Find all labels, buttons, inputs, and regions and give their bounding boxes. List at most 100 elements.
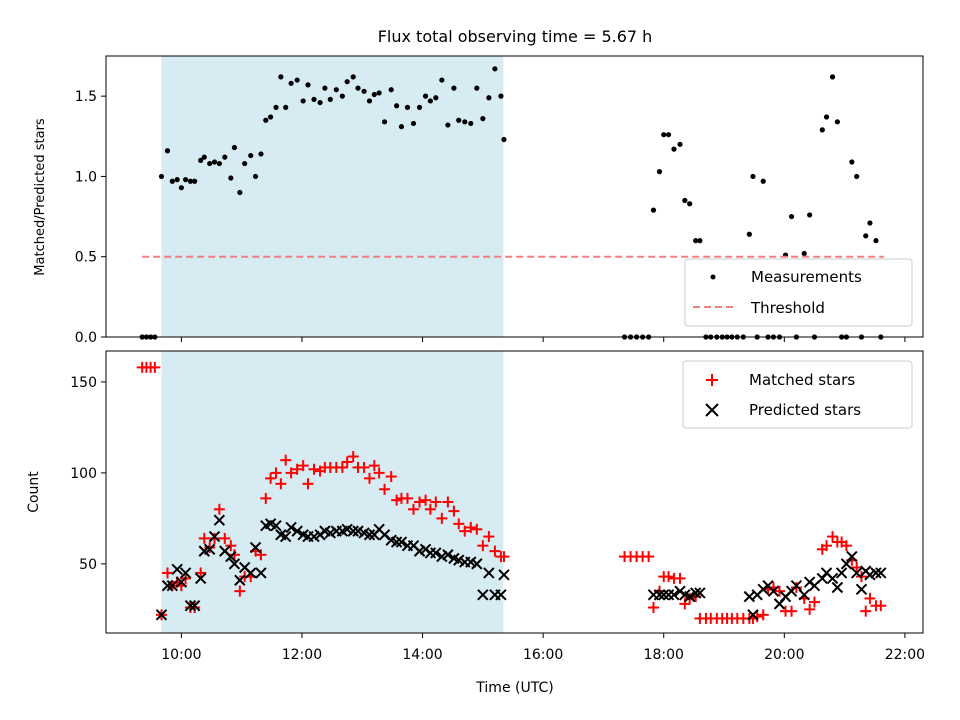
matched-star-point [448, 505, 460, 517]
predicted-star-point [188, 600, 201, 612]
matched-star-point [477, 540, 489, 552]
measurement-point [201, 154, 207, 160]
predicted-star-point [835, 567, 848, 579]
predicted-star-point [279, 530, 292, 543]
measurement-point [300, 98, 306, 104]
matched-star-point [255, 549, 267, 561]
top-ytick-label: 0.0 [75, 330, 97, 346]
measurement-point [252, 173, 259, 180]
matched-star-point [663, 571, 675, 583]
predicted-star-point [855, 583, 868, 596]
measurement-point [445, 122, 451, 128]
xtick-label: 10:00 [161, 647, 201, 663]
matched-star-point [786, 605, 798, 617]
predicted-star-point [870, 567, 882, 579]
matched-star-point [225, 540, 237, 552]
predicted-star-point [683, 590, 696, 603]
measurement-point [474, 85, 480, 91]
measurement-point [849, 159, 855, 165]
measurement-point [750, 173, 756, 180]
xtick-label: 14:00 [402, 647, 442, 663]
predicted-star-point [846, 550, 858, 563]
measurement-point [416, 104, 423, 110]
matched-star-point [808, 596, 820, 608]
matched-star-point [379, 483, 391, 495]
matched-star-point [302, 478, 314, 490]
measurement-point [823, 114, 830, 120]
matched-star-point [363, 472, 375, 484]
matched-star-point [228, 549, 240, 561]
predicted-star-point [204, 543, 216, 556]
matched-star-point [489, 545, 501, 557]
predicted-star-point [668, 589, 680, 601]
measurement-point [317, 99, 323, 106]
matched-star-point [219, 532, 231, 544]
measurement-point [456, 117, 462, 123]
xtick-label: 22:00 [885, 647, 925, 663]
legend-matched-marker [706, 374, 718, 386]
measurement-point [854, 173, 860, 180]
predicted-star-point [831, 581, 844, 594]
bottom-observing-interval-shade [161, 351, 504, 633]
measurement-point [283, 104, 289, 110]
measurement-point [867, 220, 873, 226]
measurement-point [468, 120, 474, 127]
matched-star-point [285, 467, 297, 479]
predicted-star-point [255, 567, 267, 579]
bottom-ytick-label: 50 [79, 557, 97, 573]
top-ytick-label: 0.5 [75, 250, 97, 266]
measurement-point [211, 159, 218, 165]
matched-star-point [401, 492, 413, 504]
measurement-point [311, 96, 317, 102]
predicted-star-point [347, 525, 359, 537]
measurement-point [288, 80, 294, 86]
matched-star-point [260, 492, 272, 504]
bottom-ytick-label: 150 [70, 375, 97, 391]
matched-star-point [860, 605, 872, 617]
measurement-point [410, 120, 417, 127]
measurement-point [178, 185, 184, 191]
bottom-y-axis-ticks: 50 100 150 [70, 375, 106, 573]
matched-star-point [875, 600, 887, 612]
predicted-star-point [430, 547, 442, 559]
matched-star-point [270, 467, 282, 479]
measurement-point [427, 98, 433, 104]
measurement-point [398, 124, 405, 130]
predicted-star-point [228, 558, 241, 570]
predicted-star-point [291, 525, 303, 537]
x-axis-label: Time (UTC) [475, 680, 553, 696]
matched-star-point [280, 454, 292, 466]
predicted-star-point [270, 519, 282, 532]
predicted-star-point [175, 576, 188, 588]
predicted-star-point [840, 558, 853, 570]
predicted-star-point [694, 587, 706, 599]
top-plot-frame [105, 55, 924, 338]
top-legend-frame [684, 258, 913, 327]
matched-star-point [308, 463, 320, 475]
predicted-star-point [194, 572, 207, 585]
predicted-star-point [234, 574, 246, 586]
matched-star-point [162, 567, 174, 579]
predicted-star-point [826, 572, 839, 585]
predicted-star-point [471, 558, 483, 570]
measurement-point [237, 189, 243, 196]
measurement-point [650, 207, 657, 213]
measurement-point [381, 119, 388, 125]
measurement-point [278, 74, 284, 80]
measurement-point [498, 93, 504, 99]
measurement-point [693, 238, 699, 244]
measurement-point [863, 233, 869, 239]
measurement-point [439, 77, 445, 83]
measurement-point [462, 119, 468, 125]
matched-star-point [275, 478, 287, 490]
matched-star-point [391, 494, 403, 506]
measurement-point [322, 85, 328, 91]
top-ytick-label: 1.0 [75, 169, 97, 185]
measurement-point [480, 116, 486, 122]
matched-star-point [336, 461, 348, 473]
predicted-stars-points [155, 514, 887, 621]
xtick-label: 12:00 [282, 647, 322, 663]
legend-measurements-marker [710, 274, 716, 280]
measurement-point [665, 132, 672, 138]
